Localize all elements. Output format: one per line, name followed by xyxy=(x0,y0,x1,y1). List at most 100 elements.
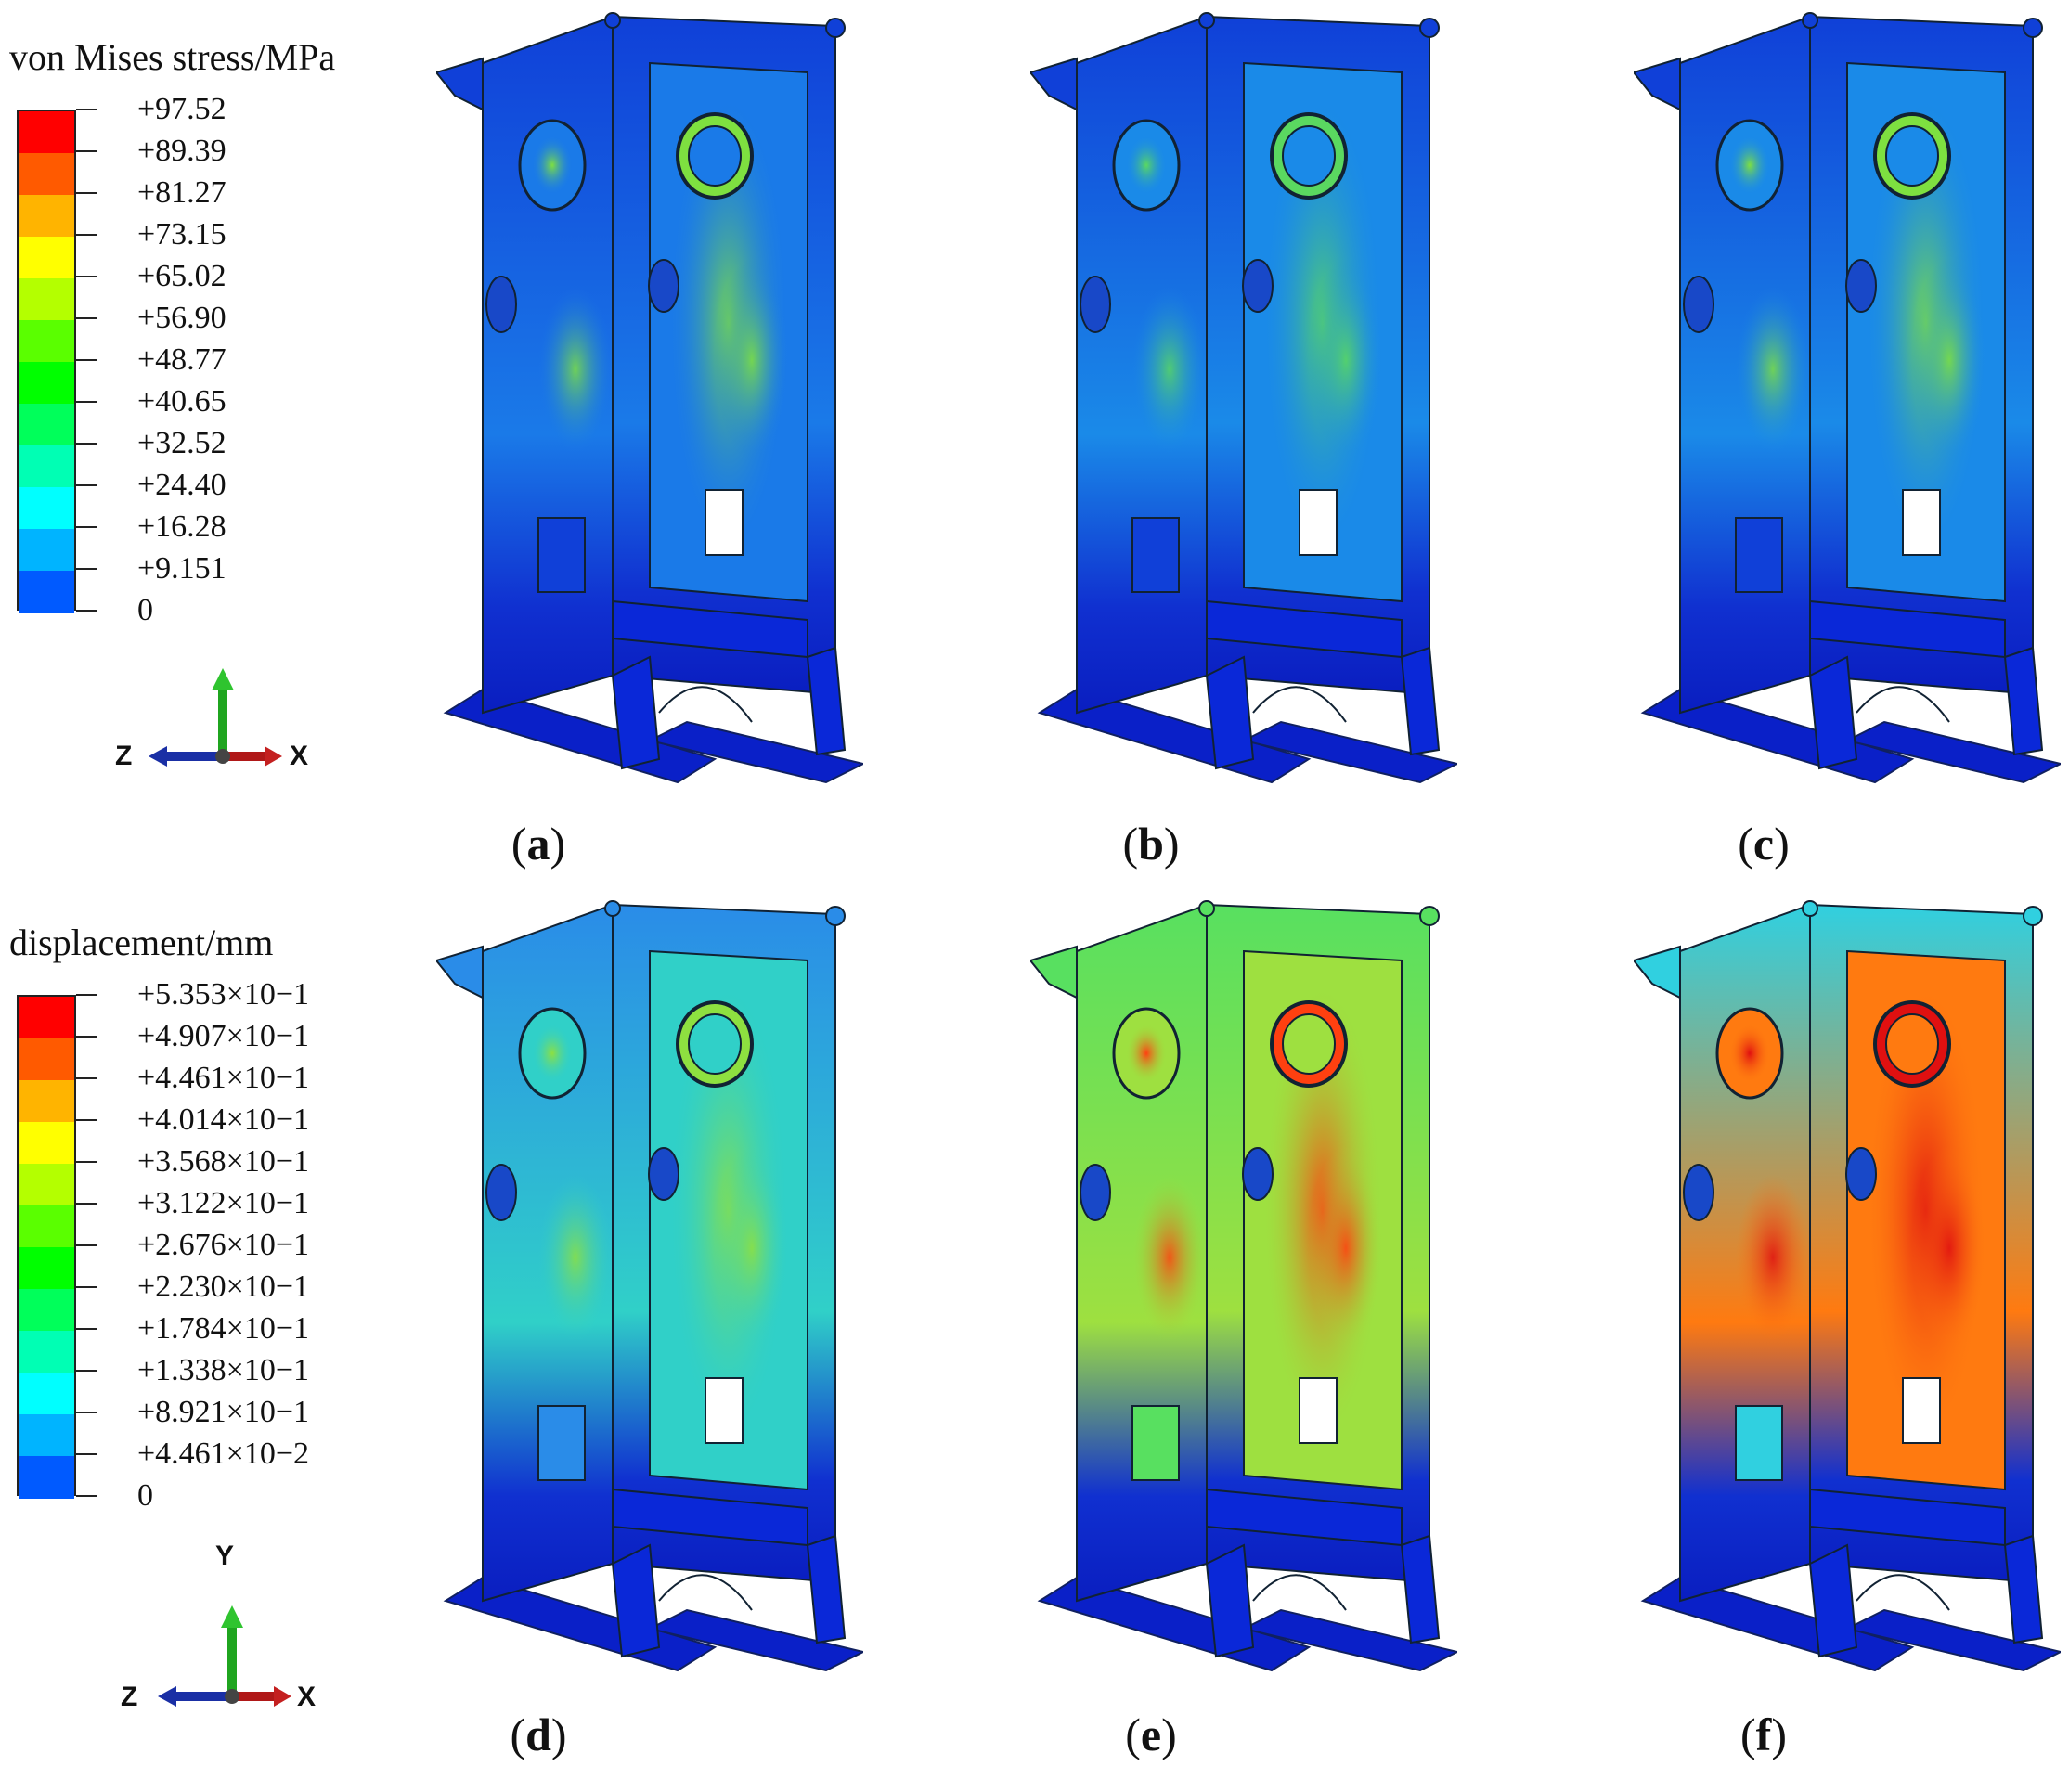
legend-tick-label: +9.151 xyxy=(137,551,226,586)
legend-tick-label: +4.014×10−1 xyxy=(137,1102,310,1137)
legend-color-segment xyxy=(19,1205,74,1248)
legend-color-segment xyxy=(19,1331,74,1373)
legend-tick-label: +97.52 xyxy=(137,92,226,126)
legend-tick xyxy=(76,1244,97,1246)
legend-tick xyxy=(76,526,97,528)
legend-tick-label: +3.122×10−1 xyxy=(137,1186,310,1220)
legend-tick xyxy=(76,568,97,570)
legend-tick-label: +3.568×10−1 xyxy=(137,1144,310,1179)
legend-color-segment xyxy=(19,571,74,613)
legend-color-segment xyxy=(19,445,74,488)
panel-caption: (f) xyxy=(1740,1708,1787,1760)
legend-tick xyxy=(76,1495,97,1497)
stress-legend-title: von Mises stress/MPa xyxy=(9,36,336,78)
axis-x-label: X xyxy=(297,1682,317,1712)
panel-caption: (b) xyxy=(1122,818,1180,870)
legend-color-segment xyxy=(19,278,74,321)
axis-triad-top: Z X xyxy=(111,659,334,789)
legend-color-segment xyxy=(19,195,74,238)
legend-tick xyxy=(76,1286,97,1288)
panel-caption: (a) xyxy=(511,818,566,870)
legend-tick-label: +24.40 xyxy=(137,468,226,502)
frame-contour-panel-a xyxy=(434,7,866,810)
legend-tick-label: +4.907×10−1 xyxy=(137,1019,310,1053)
legend-tick-label: 0 xyxy=(137,593,153,627)
legend-tick-label: +32.52 xyxy=(137,426,226,460)
press-frame-model xyxy=(434,12,866,784)
legend-color-segment xyxy=(19,487,74,530)
legend-color-segment xyxy=(19,153,74,196)
legend-tick xyxy=(76,109,97,110)
legend-tick xyxy=(76,1453,97,1455)
legend-tick xyxy=(76,1328,97,1330)
legend-color-segment xyxy=(19,1080,74,1123)
axis-y-label: Y xyxy=(215,1541,235,1571)
legend-tick-label: +4.461×10−2 xyxy=(137,1437,310,1471)
legend-color-segment xyxy=(19,111,74,154)
legend-color-segment xyxy=(19,529,74,572)
legend-tick xyxy=(76,1036,97,1038)
press-frame-model xyxy=(1028,12,1460,784)
legend-color-segment xyxy=(19,1289,74,1332)
panel-caption: (c) xyxy=(1738,818,1790,870)
legend-color-segment xyxy=(19,1456,74,1499)
legend-color-segment xyxy=(19,1373,74,1415)
legend-tick xyxy=(76,1161,97,1163)
panel-caption-letter: f xyxy=(1755,1708,1772,1760)
panel-caption-letter: e xyxy=(1140,1708,1162,1760)
axis-z-label: Z xyxy=(115,741,133,771)
axis-triad-icon xyxy=(158,1605,291,1707)
legend-color-segment xyxy=(19,362,74,405)
legend-tick xyxy=(76,317,97,319)
legend-color-segment xyxy=(19,1414,74,1457)
legend-tick-label: +4.461×10−1 xyxy=(137,1061,310,1095)
frame-contour-panel-e xyxy=(1028,896,1460,1698)
legend-tick xyxy=(76,1412,97,1413)
legend-tick xyxy=(76,484,97,486)
panel-caption-letter: a xyxy=(526,818,550,870)
legend-tick-label: +48.77 xyxy=(137,342,226,377)
legend-tick-label: +16.28 xyxy=(137,509,226,544)
axis-x-label: X xyxy=(290,741,309,771)
legend-tick xyxy=(76,1119,97,1121)
legend-tick-label: +1.784×10−1 xyxy=(137,1311,310,1346)
legend-tick xyxy=(76,994,97,996)
legend-tick xyxy=(76,150,97,152)
legend-tick-label: +81.27 xyxy=(137,175,226,210)
displacement-color-bar xyxy=(17,995,76,1499)
panel-caption: (e) xyxy=(1125,1708,1177,1760)
stress-legend: von Mises stress/MPa +97.52 +89.39 +81.27 +… xyxy=(0,35,390,629)
frame-contour-panel-b xyxy=(1028,7,1460,810)
frame-contour-panel-d xyxy=(434,896,866,1698)
legend-color-segment xyxy=(19,1164,74,1206)
legend-tick xyxy=(76,1370,97,1372)
press-frame-model xyxy=(1028,900,1460,1672)
legend-tick-label: +56.90 xyxy=(137,301,226,335)
panel-caption-letter: c xyxy=(1752,818,1775,870)
legend-color-segment xyxy=(19,997,74,1039)
legend-color-segment xyxy=(19,1122,74,1165)
legend-color-segment xyxy=(19,320,74,363)
legend-tick xyxy=(76,610,97,612)
displacement-legend-title: displacement/mm xyxy=(9,922,274,963)
legend-tick-label: +40.65 xyxy=(137,384,226,419)
axis-triad-icon xyxy=(149,668,282,767)
panel-caption: (d) xyxy=(510,1708,567,1760)
press-frame-model xyxy=(1632,900,2063,1672)
legend-tick-label: 0 xyxy=(137,1478,153,1513)
press-frame-model xyxy=(434,900,866,1672)
legend-tick-label: +2.676×10−1 xyxy=(137,1228,310,1262)
legend-color-segment xyxy=(19,1247,74,1290)
legend-tick xyxy=(76,401,97,403)
legend-tick xyxy=(76,192,97,194)
panel-caption-letter: b xyxy=(1138,818,1164,870)
frame-contour-panel-c xyxy=(1632,7,2063,810)
axis-triad-bottom: Y Z X xyxy=(111,1541,334,1726)
legend-color-segment xyxy=(19,237,74,279)
legend-tick-label: +65.02 xyxy=(137,259,226,293)
legend-tick xyxy=(76,276,97,277)
stress-color-bar xyxy=(17,110,76,613)
legend-tick xyxy=(76,234,97,236)
legend-tick-label: +2.230×10−1 xyxy=(137,1270,310,1304)
axis-z-label: Z xyxy=(121,1682,138,1712)
